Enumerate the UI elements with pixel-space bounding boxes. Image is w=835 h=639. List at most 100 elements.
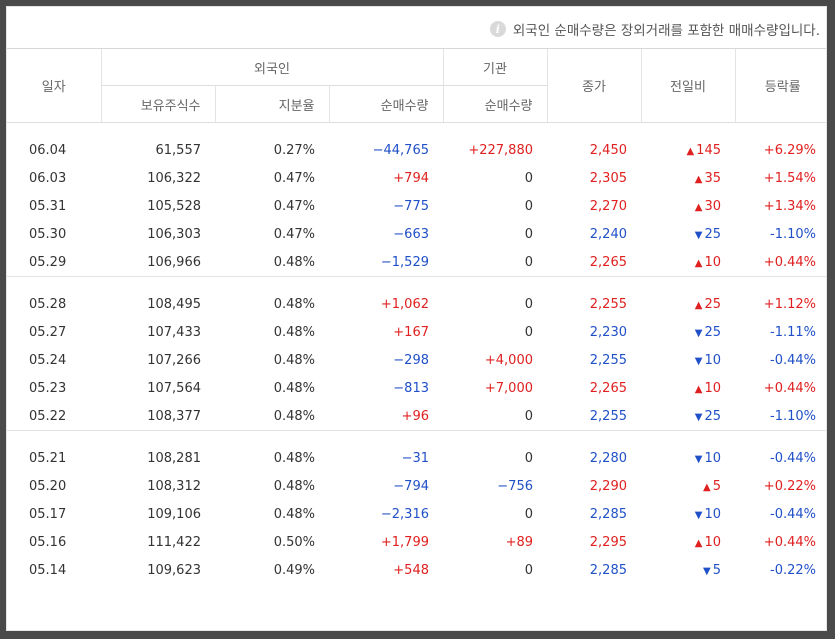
cell-holdings: 109,623 bbox=[147, 562, 201, 578]
group-spacer bbox=[7, 277, 826, 290]
cell-date: 05.24 bbox=[29, 352, 67, 368]
cell-share: 0.47% bbox=[273, 226, 315, 242]
table-row: 05.17 109,106 0.48% −2,316 0 2,285 ▼ 10 -0.44% bbox=[7, 500, 826, 528]
cell-date: 05.23 bbox=[29, 380, 67, 396]
cell-foreign-net: +548 bbox=[393, 562, 429, 578]
cell-inst-net: 0 bbox=[524, 506, 533, 522]
cell-close: 2,450 bbox=[589, 142, 627, 158]
cell-holdings: 106,966 bbox=[147, 254, 201, 270]
cell-share: 0.48% bbox=[273, 296, 315, 312]
cell-inst-net: 0 bbox=[524, 254, 533, 270]
table-row: 05.29 106,966 0.48% −1,529 0 2,265 ▲ 10 +0.44% bbox=[7, 248, 826, 277]
cell-foreign-net: −775 bbox=[393, 198, 429, 214]
cell-rate: +0.44% bbox=[763, 380, 816, 396]
group-divider bbox=[7, 276, 826, 277]
cell-date: 05.27 bbox=[29, 324, 67, 340]
cell-inst-net: +89 bbox=[505, 534, 533, 550]
cell-rate: +0.22% bbox=[763, 478, 816, 494]
triangle-up-icon: ▲ bbox=[694, 173, 703, 185]
cell-holdings: 61,557 bbox=[155, 142, 202, 158]
cell-holdings: 106,322 bbox=[147, 170, 201, 186]
table-body: 06.04 61,557 0.27% −44,765 +227,880 2,450 ▲ 145… bbox=[7, 123, 826, 598]
cell-foreign-net: −1,529 bbox=[380, 254, 429, 270]
table-row: 05.30 106,303 0.47% −663 0 2,240 ▼ 25 -1.10% bbox=[7, 220, 826, 248]
cell-change: ▼ 25 bbox=[641, 402, 735, 431]
header-foreign-net: 순매수량 bbox=[328, 85, 443, 123]
cell-close: 2,255 bbox=[589, 408, 627, 424]
header-foreign: 외국인 bbox=[100, 48, 443, 86]
table-row: 06.04 61,557 0.27% −44,765 +227,880 2,450 ▲ 145… bbox=[7, 136, 826, 164]
cell-rate: +1.34% bbox=[763, 198, 816, 214]
change-value: 10 bbox=[704, 506, 721, 522]
trading-panel: i 외국인 순매수량은 장외거래를 포함한 매매수량입니다. 일자 외국인 기관… bbox=[6, 6, 827, 631]
triangle-up-icon: ▲ bbox=[694, 383, 703, 395]
change-value: 25 bbox=[704, 408, 721, 424]
cell-rate: +6.29% bbox=[763, 142, 816, 158]
triangle-up-icon: ▲ bbox=[694, 299, 703, 311]
triangle-up-icon: ▲ bbox=[703, 481, 711, 493]
cell-holdings: 107,433 bbox=[147, 324, 201, 340]
cell-change: ▼ 10 bbox=[641, 500, 735, 528]
cell-close: 2,255 bbox=[589, 352, 627, 368]
table-row: 05.23 107,564 0.48% −813 +7,000 2,265 ▲ 10 +0.44… bbox=[7, 374, 826, 402]
info-icon[interactable]: i bbox=[489, 21, 506, 37]
cell-share: 0.48% bbox=[273, 380, 315, 396]
cell-close: 2,285 bbox=[589, 562, 627, 578]
group-spacer bbox=[7, 584, 826, 597]
change-value: 145 bbox=[696, 142, 721, 158]
change-value: 10 bbox=[704, 534, 721, 550]
table-row: 05.28 108,495 0.48% +1,062 0 2,255 ▲ 25 +1.12% bbox=[7, 290, 826, 318]
cell-share: 0.48% bbox=[273, 450, 315, 466]
group-spacer bbox=[7, 431, 826, 444]
cell-foreign-net: −44,765 bbox=[372, 142, 429, 158]
cell-foreign-net: +1,799 bbox=[380, 534, 429, 550]
cell-rate: +0.44% bbox=[763, 534, 816, 550]
table-row: 06.03 106,322 0.47% +794 0 2,305 ▲ 35 +1.54% bbox=[7, 164, 826, 192]
header-institution: 기관 bbox=[442, 48, 547, 86]
cell-close: 2,305 bbox=[589, 170, 627, 186]
cell-holdings: 108,312 bbox=[147, 478, 201, 494]
cell-change: ▲ 35 bbox=[641, 164, 735, 192]
cell-date: 05.30 bbox=[29, 226, 67, 242]
change-value: 25 bbox=[704, 296, 721, 312]
cell-holdings: 109,106 bbox=[147, 506, 201, 522]
change-value: 35 bbox=[704, 170, 721, 186]
cell-close: 2,280 bbox=[589, 450, 627, 466]
triangle-down-icon: ▼ bbox=[703, 565, 711, 577]
cell-share: 0.47% bbox=[273, 170, 315, 186]
investor-trading-table: 일자 외국인 기관 종가 전일비 등락률 보유주식수 지분율 순매수량 순매수량… bbox=[7, 48, 826, 598]
cell-holdings: 106,303 bbox=[147, 226, 201, 242]
cell-change: ▼ 25 bbox=[641, 318, 735, 346]
cell-date: 05.17 bbox=[29, 506, 67, 522]
cell-date: 05.29 bbox=[29, 254, 67, 270]
cell-inst-net: 0 bbox=[524, 198, 533, 214]
cell-change: ▲ 10 bbox=[641, 528, 735, 556]
triangle-down-icon: ▼ bbox=[694, 229, 703, 241]
cell-change: ▼ 25 bbox=[641, 220, 735, 248]
header-share: 지분율 bbox=[214, 85, 329, 123]
cell-rate: -0.44% bbox=[770, 506, 816, 522]
cell-foreign-net: −794 bbox=[393, 478, 429, 494]
notice-text: 외국인 순매수량은 장외거래를 포함한 매매수량입니다. bbox=[512, 23, 820, 39]
triangle-down-icon: ▼ bbox=[694, 453, 703, 465]
cell-change: ▼ 5 bbox=[641, 556, 735, 584]
triangle-up-icon: ▲ bbox=[686, 145, 695, 157]
cell-date: 05.16 bbox=[29, 534, 67, 550]
cell-share: 0.48% bbox=[273, 352, 315, 368]
cell-foreign-net: +96 bbox=[401, 408, 429, 424]
cell-holdings: 111,422 bbox=[147, 534, 201, 550]
cell-foreign-net: +1,062 bbox=[380, 296, 429, 312]
header-change: 전일비 bbox=[640, 48, 735, 123]
cell-rate: -0.22% bbox=[770, 562, 816, 578]
cell-rate: +1.54% bbox=[763, 170, 816, 186]
cell-foreign-net: −813 bbox=[393, 380, 429, 396]
table-row: 05.20 108,312 0.48% −794 −756 2,290 ▲ 5 +0.22% bbox=[7, 472, 826, 500]
change-value: 5 bbox=[712, 562, 721, 578]
cell-inst-net: 0 bbox=[524, 296, 533, 312]
cell-change: ▲ 145 bbox=[641, 136, 735, 164]
cell-date: 06.03 bbox=[29, 170, 67, 186]
cell-inst-net: 0 bbox=[524, 170, 533, 186]
cell-inst-net: +4,000 bbox=[484, 352, 533, 368]
table-row: 05.31 105,528 0.47% −775 0 2,270 ▲ 30 +1.34% bbox=[7, 192, 826, 220]
group-spacer bbox=[7, 123, 826, 137]
